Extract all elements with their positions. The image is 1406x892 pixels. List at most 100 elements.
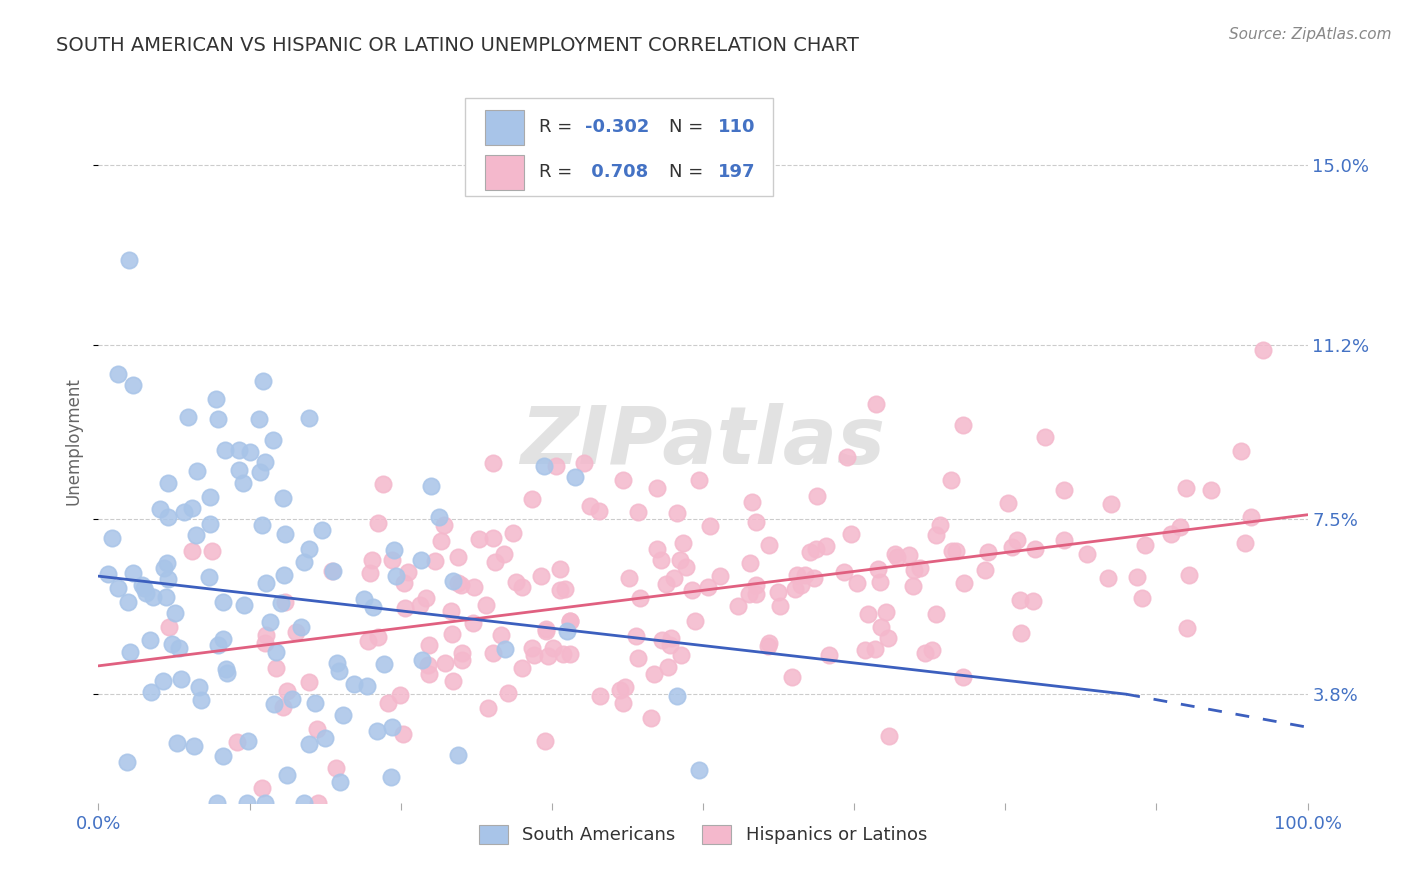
Point — [186, 464, 208, 478]
Point — [925, 528, 948, 542]
Point — [925, 607, 948, 622]
Point — [239, 444, 262, 458]
Point — [496, 686, 519, 700]
Point — [366, 724, 388, 739]
Point — [939, 473, 962, 487]
Point — [1199, 483, 1222, 497]
Point — [624, 628, 647, 642]
Text: 110: 110 — [717, 119, 755, 136]
Point — [945, 543, 967, 558]
Point — [184, 528, 207, 542]
Point — [380, 770, 402, 784]
Point — [270, 596, 292, 610]
Point — [564, 470, 586, 484]
Point — [363, 600, 385, 615]
Point — [236, 796, 259, 810]
Point — [418, 657, 440, 672]
Point — [903, 579, 925, 593]
Point — [156, 556, 179, 570]
Point — [482, 646, 505, 660]
Text: R =: R = — [538, 163, 583, 181]
Point — [418, 638, 440, 652]
Point — [135, 586, 157, 600]
Point — [745, 515, 768, 529]
Point — [697, 581, 720, 595]
Point — [170, 672, 193, 686]
Point — [675, 559, 697, 574]
Point — [419, 478, 441, 492]
Point — [886, 549, 908, 564]
Point — [259, 615, 281, 629]
Point — [699, 519, 721, 533]
Point — [314, 731, 336, 745]
Point — [502, 525, 524, 540]
Point — [307, 796, 329, 810]
Point — [785, 582, 807, 597]
Point — [903, 564, 925, 578]
Point — [863, 641, 886, 656]
Point — [952, 575, 974, 590]
Point — [139, 685, 162, 699]
Point — [298, 411, 321, 425]
Point — [264, 645, 287, 659]
Point — [659, 632, 682, 646]
Point — [1005, 533, 1028, 548]
Point — [574, 456, 596, 470]
Point — [977, 545, 1000, 559]
Point — [1010, 593, 1032, 607]
Point — [1175, 621, 1198, 635]
Point — [212, 632, 235, 647]
Point — [252, 374, 274, 388]
Point — [512, 661, 534, 675]
Point — [307, 722, 329, 736]
Point — [536, 624, 558, 638]
Point — [132, 581, 155, 595]
Point — [560, 648, 582, 662]
Point — [477, 701, 499, 715]
Point — [803, 571, 825, 585]
Point — [1022, 594, 1045, 608]
Point — [613, 680, 636, 694]
Point — [441, 627, 464, 641]
Point — [298, 675, 321, 690]
Point — [505, 575, 527, 590]
Point — [489, 628, 512, 642]
Point — [411, 553, 433, 567]
Point — [560, 614, 582, 628]
Point — [463, 615, 485, 630]
Point — [322, 564, 344, 578]
Point — [138, 632, 160, 647]
Point — [520, 491, 543, 506]
Point — [197, 570, 219, 584]
Point — [434, 656, 457, 670]
Point — [173, 505, 195, 519]
Point — [423, 554, 446, 568]
Point — [557, 624, 579, 638]
Point — [153, 561, 176, 575]
Point — [1053, 533, 1076, 547]
Point — [468, 532, 491, 546]
Point — [271, 700, 294, 714]
Point — [560, 614, 582, 628]
Point — [198, 491, 221, 505]
Point — [249, 465, 271, 479]
Point — [377, 696, 399, 710]
Point — [554, 582, 576, 596]
Point — [681, 582, 703, 597]
Point — [101, 531, 124, 545]
Point — [380, 553, 402, 567]
Point — [688, 763, 710, 777]
Point — [263, 697, 285, 711]
Point — [225, 735, 247, 749]
Point — [534, 733, 557, 747]
FancyBboxPatch shape — [485, 155, 524, 190]
Point — [814, 539, 837, 553]
Text: N =: N = — [669, 163, 709, 181]
Point — [321, 564, 343, 578]
Point — [122, 378, 145, 392]
Point — [152, 674, 174, 689]
Point — [188, 680, 211, 694]
Point — [463, 580, 485, 594]
Point — [534, 622, 557, 636]
Point — [494, 548, 516, 562]
